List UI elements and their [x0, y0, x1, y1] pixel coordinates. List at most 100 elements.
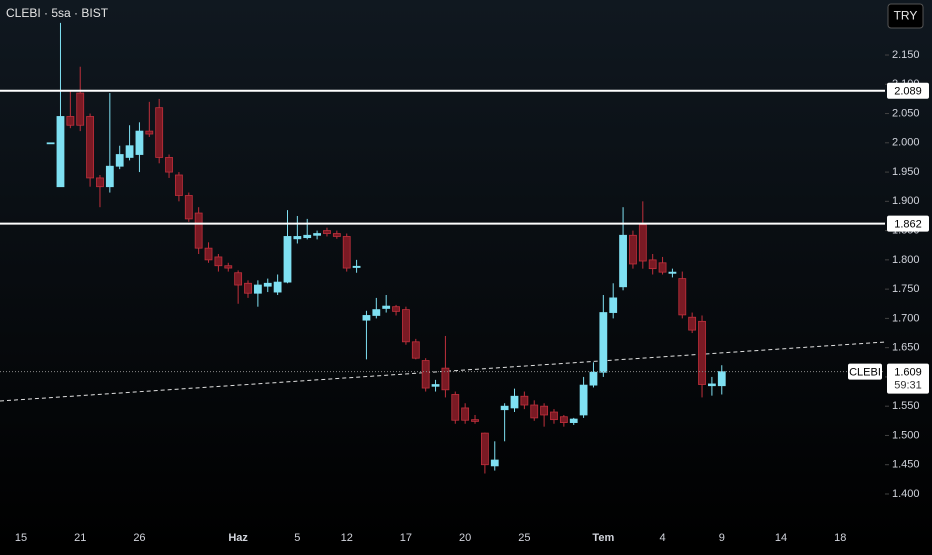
candle-body	[323, 230, 331, 234]
candle-body	[184, 195, 193, 220]
candle-body	[125, 145, 134, 158]
candle-body	[540, 405, 549, 416]
x-tick-label: 26	[133, 532, 145, 544]
candle-body	[145, 130, 154, 135]
y-tick-label: 1.650	[892, 342, 920, 354]
candle-body	[86, 116, 94, 179]
candle-body	[500, 405, 509, 411]
candle-body	[293, 236, 302, 240]
candle-body	[105, 165, 114, 188]
candle-body	[451, 394, 460, 421]
level-label-box	[887, 215, 929, 232]
candle-body	[421, 360, 430, 389]
x-tick-label: Haz	[228, 532, 248, 544]
x-tick-label: 9	[719, 532, 725, 544]
candle-body	[352, 265, 361, 268]
candle-body	[411, 341, 420, 359]
level-label: 2.089	[894, 86, 922, 98]
candle-body	[46, 142, 55, 145]
candle-body	[678, 278, 687, 316]
y-tick-label: 1.800	[892, 254, 920, 266]
y-tick-label: 1.500	[892, 429, 920, 441]
y-tick-label: 2.000	[892, 137, 920, 149]
y-tick-label: 1.950	[892, 166, 920, 178]
candle-body	[175, 174, 183, 196]
candle-body	[382, 305, 391, 309]
y-tick-label: 2.150	[892, 49, 920, 61]
candle-body	[313, 233, 322, 236]
candle-body	[717, 371, 726, 387]
candle-body	[490, 459, 499, 467]
x-tick-label: 25	[518, 532, 530, 544]
x-tick-label: 15	[15, 532, 27, 544]
currency-button[interactable]	[887, 3, 924, 29]
candle-body	[698, 320, 706, 385]
x-tick-label: 17	[400, 532, 412, 544]
symbol-tag-box	[848, 363, 882, 380]
y-tick-label: 1.550	[892, 400, 920, 412]
candle-body	[115, 154, 124, 167]
candle-body	[342, 236, 351, 269]
candle-body	[599, 312, 608, 373]
candle-body	[431, 384, 440, 387]
level-label: 1.862	[894, 218, 922, 230]
candle-body	[76, 92, 85, 126]
candle-body	[283, 236, 292, 283]
last-price-box	[887, 363, 929, 394]
candle-body	[619, 234, 627, 288]
candle-body	[441, 367, 450, 391]
candle-body	[273, 281, 282, 293]
symbol-tag: CLEBI	[849, 367, 881, 379]
candle-body	[224, 265, 233, 269]
candle-body	[638, 224, 647, 262]
candle-body	[204, 247, 213, 261]
y-tick-label: 1.400	[892, 488, 920, 500]
currency-label[interactable]: TRY	[894, 9, 918, 23]
candle-body	[629, 234, 637, 265]
candle-body	[194, 212, 203, 249]
candle-body	[244, 282, 252, 294]
candle-body	[609, 297, 618, 313]
y-tick-label: 1.900	[892, 195, 920, 207]
y-tick-label: 1.450	[892, 459, 920, 471]
x-tick-label: 18	[834, 532, 846, 544]
x-tick-label: 5	[294, 532, 300, 544]
candle-body	[579, 384, 588, 416]
candle-body	[708, 383, 716, 387]
candle-body	[589, 371, 598, 386]
candle-body	[135, 130, 144, 155]
candle-body	[461, 407, 470, 421]
candle-body	[569, 418, 578, 423]
y-tick-label: 1.750	[892, 283, 920, 295]
candle-body	[372, 309, 381, 316]
candle-body	[332, 233, 341, 237]
candle-body	[471, 419, 479, 422]
candle-body	[668, 271, 677, 274]
candle-body	[165, 157, 173, 173]
candle-body	[520, 395, 529, 406]
candle-body	[402, 309, 410, 343]
candle-body	[510, 395, 519, 409]
candle-body	[66, 116, 75, 126]
candle-body	[362, 315, 371, 321]
candle-body	[56, 116, 65, 188]
y-tick-label: 1.700	[892, 312, 920, 324]
candle-body	[263, 282, 272, 287]
x-tick-label: 21	[74, 532, 86, 544]
x-tick-label: 20	[459, 532, 471, 544]
candle-body	[234, 272, 243, 286]
candle-body	[550, 411, 558, 421]
candle-body	[658, 262, 667, 273]
candle-body	[648, 259, 657, 270]
candle-body	[214, 256, 223, 267]
candle-body	[530, 404, 539, 419]
countdown: 59:31	[894, 380, 922, 392]
x-tick-label: 12	[341, 532, 353, 544]
candle-body	[480, 432, 489, 466]
x-tick-label: 14	[775, 532, 787, 544]
candle-body	[253, 284, 262, 294]
candle-body	[303, 234, 312, 239]
x-tick-label: 4	[659, 532, 665, 544]
